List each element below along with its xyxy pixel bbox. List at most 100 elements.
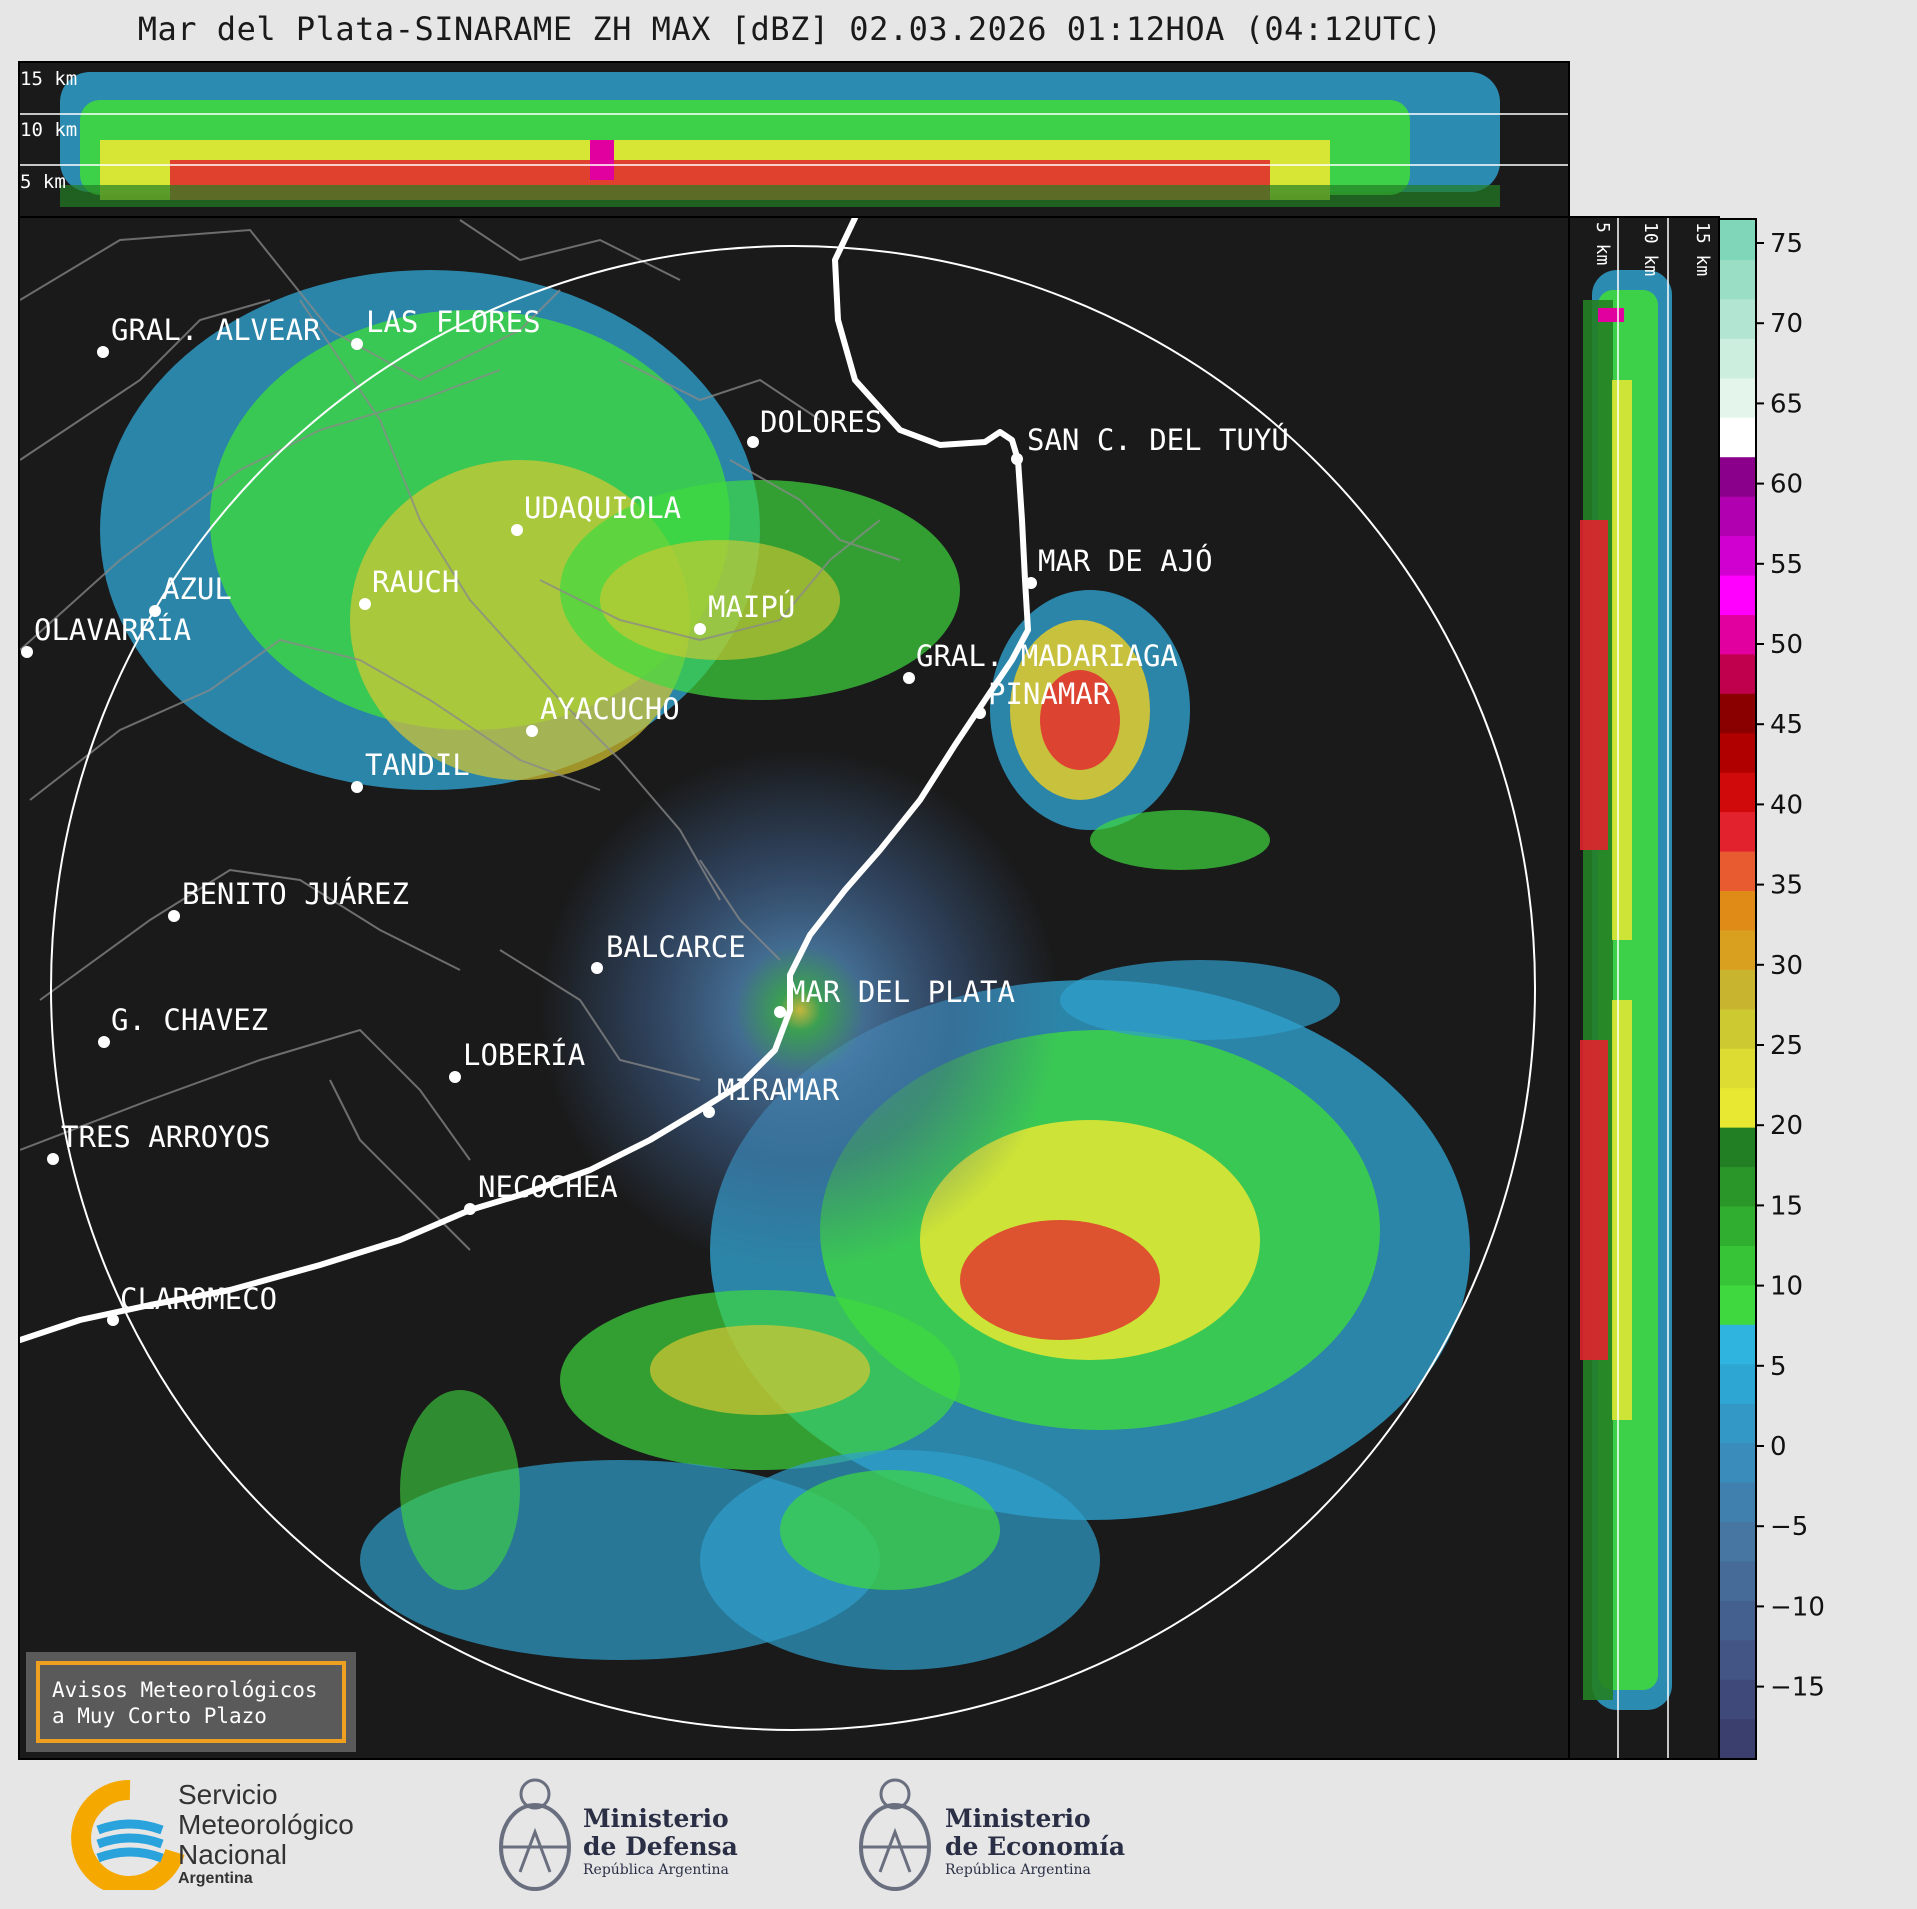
city-marker (97, 346, 109, 358)
city-marker (774, 1006, 786, 1018)
city-mar-del-plata: MAR DEL PLATA (788, 975, 1015, 1009)
side-label-5km: 5 km (1592, 222, 1613, 265)
colorbar-segment (1720, 890, 1756, 931)
notice-box-bg (26, 1652, 356, 1752)
colorbar-segment (1720, 969, 1756, 1010)
defensa-line-1: Ministerio (583, 1804, 729, 1833)
smn-line-3: Nacional (178, 1839, 287, 1870)
page-title: Mar del Plata-SINARAME ZH MAX [dBZ] 02.0… (137, 10, 1443, 48)
city-marker (98, 1036, 110, 1048)
economia-line-3: República Argentina (945, 1862, 1091, 1878)
side-label-10km: 10 km (1640, 222, 1661, 276)
colorbar-tick-label: 50 (1770, 630, 1803, 660)
city-dolores: DOLORES (760, 405, 882, 439)
city-marker (168, 910, 180, 922)
colorbar (1720, 220, 1756, 1759)
colorbar-segment (1720, 574, 1756, 615)
colorbar-tick-label: 0 (1770, 1432, 1787, 1462)
colorbar-tick-label: 30 (1770, 951, 1803, 981)
city-marker (107, 1314, 119, 1326)
city-mar-de-ajo: MAR DE AJÓ (1038, 544, 1213, 578)
smn-line-4: Argentina (178, 1870, 253, 1887)
colorbar-segment (1720, 1442, 1756, 1483)
colorbar-segment (1720, 1403, 1756, 1444)
city-balcarce: BALCARCE (606, 930, 746, 964)
city-olavarria: OLAVARRÍA (34, 613, 191, 647)
city-marker (359, 598, 371, 610)
notice-line-1: Avisos Meteorológicos (52, 1678, 318, 1702)
defensa-seal-icon (499, 1778, 571, 1891)
smn-line-2: Meteorológico (178, 1809, 354, 1840)
city-labels: GRAL. ALVEAR LAS FLORES DOLORES SAN C. D… (21, 305, 1289, 1326)
city-marker (351, 338, 363, 350)
city-marker (351, 781, 363, 793)
notice-box-border (36, 1661, 346, 1743)
colorbar-segment (1720, 1245, 1756, 1286)
top-label-10km: 10 km (20, 119, 77, 141)
top-label-5km: 5 km (20, 171, 66, 193)
colorbar-segment (1720, 220, 1756, 261)
colorbar-tick-label: 35 (1770, 871, 1803, 901)
colorbar-segment (1720, 732, 1756, 773)
echo-field-pinamar (990, 590, 1190, 830)
colorbar-segment (1720, 1718, 1756, 1759)
colorbar-segment (1720, 1284, 1756, 1325)
city-loberia: LOBERÍA (463, 1038, 585, 1072)
city-pinamar: PINAMAR (988, 677, 1111, 711)
side-cross-section-echoes (1580, 270, 1672, 1710)
city-ayacucho: AYACUCHO (540, 692, 680, 726)
city-necochea: NECOCHEA (478, 1170, 618, 1204)
city-marker (511, 524, 523, 536)
city-marker (694, 623, 706, 635)
city-tandil: TANDIL (365, 748, 470, 782)
defensa-line-2: de Defensa (583, 1832, 738, 1861)
colorbar-tick-label: 55 (1770, 550, 1803, 580)
ground-clutter (540, 750, 1060, 1270)
city-marker (449, 1071, 461, 1083)
economia-line-2: de Economía (945, 1832, 1126, 1861)
colorbar-segment (1720, 1679, 1756, 1720)
colorbar-frame (1718, 218, 1757, 1760)
colorbar-segment (1720, 1521, 1756, 1562)
district-boundaries (20, 219, 901, 1251)
city-g-chavez: G. CHAVEZ (111, 1003, 268, 1037)
echo-field-south (360, 810, 1340, 1670)
colorbar-segment (1720, 1481, 1756, 1522)
city-tres-arroyos: TRES ARROYOS (61, 1120, 271, 1154)
colorbar-segment (1720, 1639, 1756, 1680)
colorbar-tick-label: 60 (1770, 470, 1803, 500)
city-marker (526, 725, 538, 737)
city-san-c-del-tuyu: SAN C. DEL TUYÚ (1027, 423, 1289, 457)
defensa-logo-text: Ministerio de Defensa República Argentin… (583, 1805, 738, 1879)
colorbar-segment (1720, 1166, 1756, 1207)
smn-logo-text: Servicio Meteorológico Nacional Argentin… (178, 1780, 354, 1888)
colorbar-tick-label: 65 (1770, 389, 1803, 419)
side-label-15km: 15 km (1692, 222, 1713, 276)
colorbar-tick-label: −5 (1770, 1512, 1808, 1542)
coastline (20, 218, 1031, 1343)
colorbar-segment (1720, 1600, 1756, 1641)
economia-seal-icon (859, 1778, 931, 1891)
notice-line-2: a Muy Corto Plazo (52, 1704, 267, 1728)
city-miramar: MIRAMAR (717, 1073, 840, 1107)
top-cross-section-echoes (60, 72, 1500, 207)
colorbar-segment (1720, 693, 1756, 734)
city-marker (464, 1203, 476, 1215)
colorbar-segment (1720, 1363, 1756, 1404)
colorbar-segment (1720, 653, 1756, 694)
city-azul: AZUL (162, 572, 232, 606)
colorbar-segment (1720, 535, 1756, 576)
city-marker (47, 1153, 59, 1165)
colorbar-tick-label: 75 (1770, 229, 1803, 259)
city-marker (21, 646, 33, 658)
colorbar-segment (1720, 772, 1756, 813)
colorbar-tick-label: 5 (1770, 1352, 1787, 1382)
smn-logo-mark (71, 1780, 185, 1890)
economia-line-1: Ministerio (945, 1804, 1091, 1833)
top-label-15km: 15 km (20, 68, 77, 90)
colorbar-tick-label: −15 (1770, 1673, 1825, 1703)
city-marker (903, 672, 915, 684)
colorbar-segment (1720, 929, 1756, 970)
